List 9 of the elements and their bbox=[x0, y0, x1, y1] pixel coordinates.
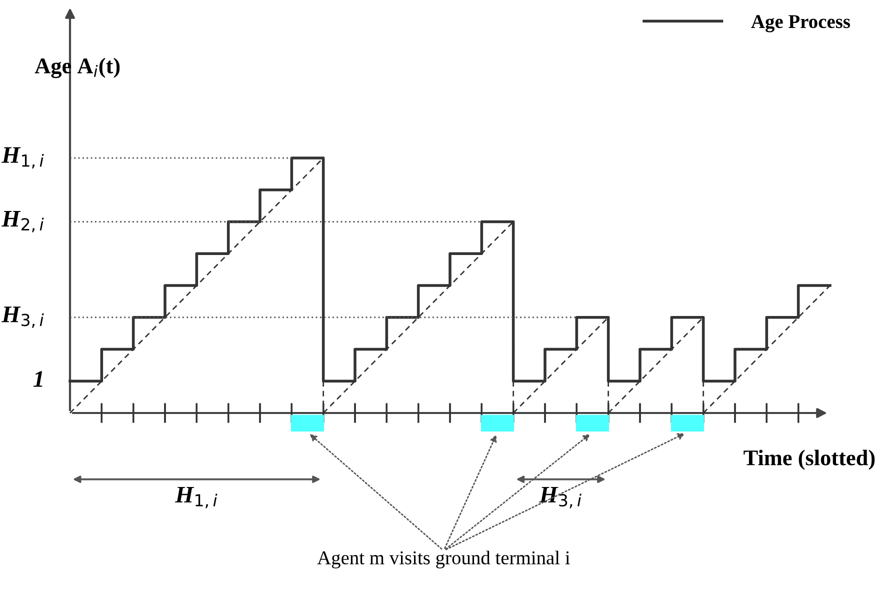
series-label: H$_{2,i}$ bbox=[2, 211, 44, 232]
x-axis-title: Time (slotted) bbox=[744, 450, 875, 470]
text: H$_{1,i}$ bbox=[175, 486, 218, 508]
series-label: H$_{3,i}$ bbox=[2, 306, 44, 328]
legend-label: Age Process bbox=[751, 15, 850, 32]
text: H$_{3,i}$ bbox=[539, 486, 582, 508]
text: 1 bbox=[33, 371, 42, 387]
text: Agent m visits ground terminal i bbox=[317, 550, 570, 568]
series-label: H$_{1,i}$ bbox=[2, 147, 44, 169]
